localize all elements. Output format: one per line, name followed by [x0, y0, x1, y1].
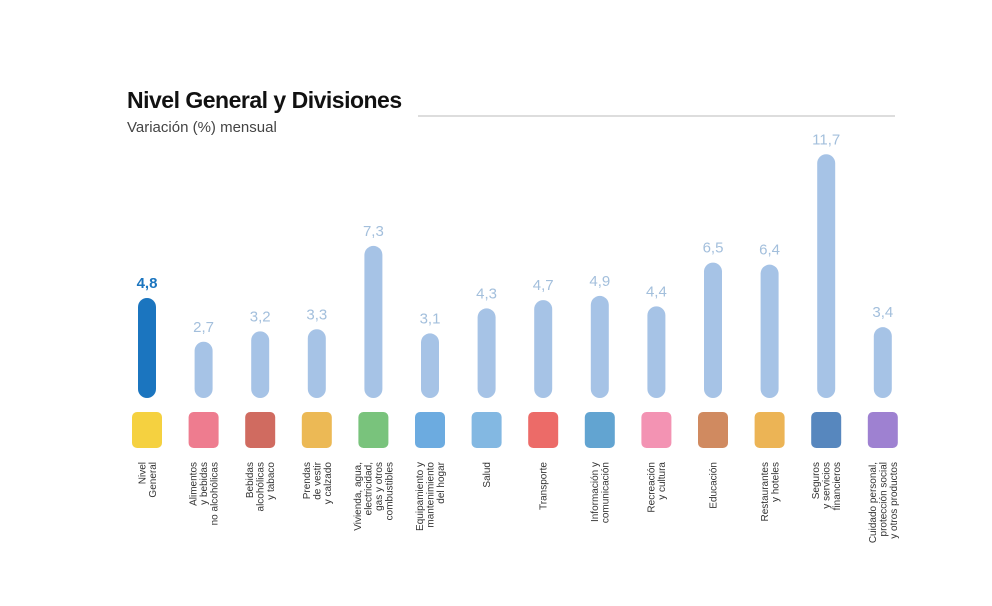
x-tick-label-line: Información y: [590, 462, 601, 522]
x-tick-label: Prendasde vestiry calzado: [302, 461, 334, 504]
value-label: 2,7: [193, 319, 214, 336]
category-icon: [471, 412, 502, 448]
value-label: 3,2: [250, 308, 271, 325]
bar: [873, 327, 892, 398]
x-tick-label-line: Restaurantes: [760, 462, 771, 521]
x-tick-label-line: Prendas: [302, 462, 313, 499]
bar: [421, 333, 439, 398]
x-tick-label-line: comunicación: [601, 462, 612, 523]
category-icon: [301, 412, 332, 448]
category-icon: [867, 412, 898, 448]
value-label: 4,4: [646, 283, 667, 300]
bar: [251, 331, 270, 398]
x-tick-label: Segurosy serviciosfinancieros: [811, 462, 843, 510]
x-tick-label-line: y servicios: [822, 462, 833, 509]
bar: [138, 298, 156, 398]
category-icon: [132, 412, 162, 448]
value-label: 4,3: [476, 285, 497, 302]
x-tick-label-line: Educación: [709, 462, 720, 509]
value-label: 6,5: [703, 240, 724, 257]
value-label: 6,4: [759, 242, 780, 259]
x-tick-label-line: gas y otros: [374, 462, 385, 511]
x-tick-label-line: Cuidado personal,: [868, 462, 879, 543]
x-tick-label-line: de vestir: [312, 461, 323, 499]
x-tick-label-line: del hogar: [436, 461, 447, 503]
x-tick-label-line: Transporte: [539, 462, 550, 510]
x-tick-label-line: y cultura: [657, 462, 668, 500]
x-tick-label: Restaurantesy hoteles: [760, 462, 782, 521]
value-label: 4,7: [533, 277, 554, 294]
chart-title: Nivel General y Divisiones: [127, 87, 402, 113]
x-tick-label-line: combustibles: [385, 462, 396, 520]
x-tick-label-line: y bebidas: [199, 462, 210, 505]
x-tick-label-line: financieros: [832, 462, 843, 510]
x-tick-label-line: alcohólicas: [256, 462, 267, 511]
x-tick-label-line: y hoteles: [770, 462, 781, 502]
category-icon: [641, 412, 672, 448]
x-tick-label: Equipamiento ymantenimientodel hogar: [415, 461, 447, 531]
x-tick-label: Cuidado personal,protección socialy otro…: [868, 462, 900, 543]
bar: [534, 300, 553, 398]
x-tick-label-line: Equipamiento y: [415, 462, 426, 531]
x-tick-label-line: Bebidas: [245, 462, 256, 498]
x-tick-label: Información ycomunicación: [590, 462, 612, 523]
x-tick-label: Educación: [709, 462, 720, 509]
x-tick-label: Salud: [482, 462, 493, 488]
bar: [817, 154, 836, 398]
bar: [364, 245, 383, 398]
value-label: 4,8: [137, 275, 158, 292]
bar: [307, 329, 326, 398]
bar: [590, 295, 609, 398]
bar: [477, 308, 496, 398]
value-label: 3,1: [420, 310, 441, 327]
x-tick-label-line: Seguros: [811, 462, 822, 499]
category-icon: [415, 412, 445, 448]
value-label: 3,4: [872, 304, 893, 321]
x-tick-label-line: electricidad,: [364, 462, 375, 515]
x-tick-label: NivelGeneral: [137, 462, 159, 498]
x-tick-label-line: Salud: [482, 462, 493, 488]
category-icon: [358, 412, 389, 448]
x-tick-label-line: General: [148, 462, 159, 498]
category-icon: [584, 412, 615, 448]
bar: [647, 306, 666, 398]
x-tick-label-line: Vivienda, agua,: [353, 462, 364, 531]
value-label: 7,3: [363, 223, 384, 240]
category-icon: [528, 412, 559, 448]
x-tick-label-line: Recreación: [647, 462, 658, 513]
x-tick-label: Recreacióny cultura: [647, 462, 669, 513]
category-icon: [754, 412, 785, 448]
x-tick-label: Vivienda, agua,electricidad,gas y otrosc…: [353, 462, 396, 531]
bar: [704, 262, 722, 398]
x-tick-label-line: no alcohólicas: [210, 462, 221, 525]
x-tick-label-line: y calzado: [323, 462, 334, 505]
x-tick-label-line: protección social: [878, 462, 889, 536]
x-tick-label-line: y tabaco: [266, 462, 277, 500]
category-icon: [698, 412, 728, 448]
category-icon: [245, 412, 276, 448]
value-label: 11,7: [812, 131, 840, 148]
value-label: 4,9: [589, 273, 610, 290]
x-tick-label-line: y otros productos: [889, 462, 900, 539]
bar: [194, 341, 213, 398]
bar: [760, 264, 779, 398]
category-icon: [188, 412, 219, 448]
x-tick-label: Alimentosy bebidasno alcohólicas: [189, 462, 221, 525]
value-label: 3,3: [306, 306, 327, 323]
x-tick-label: Bebidasalcohólicasy tabaco: [245, 462, 277, 512]
category-icon: [811, 412, 842, 448]
x-tick-label-line: mantenimiento: [426, 462, 437, 528]
chart-subtitle: Variación (%) mensual: [127, 119, 277, 136]
x-tick-label-line: Alimentos: [189, 462, 200, 506]
x-tick-label-line: Nivel: [137, 462, 148, 484]
x-tick-label: Transporte: [539, 462, 550, 510]
